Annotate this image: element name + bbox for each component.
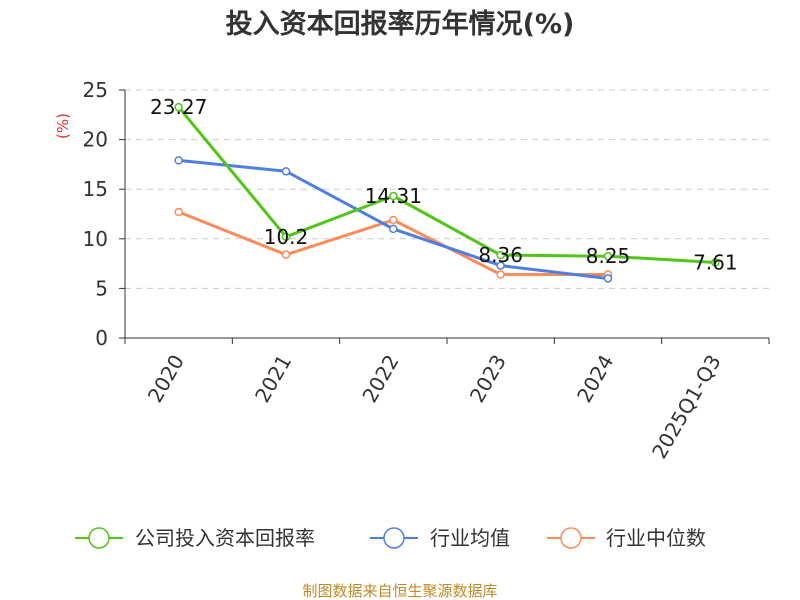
data-point (281, 250, 291, 259)
chart-title: 投入资本回报率历年情况(%) (226, 8, 575, 40)
legend-marker-circle (560, 527, 582, 549)
data-point (496, 261, 505, 270)
data-label: 7.61 (693, 251, 738, 275)
legend-label: 公司投入资本回报率 (135, 526, 315, 550)
y-tick-label: 15 (83, 177, 108, 201)
legend-item: 公司投入资本回报率 (75, 526, 315, 550)
series-line-0 (177, 106, 716, 264)
y-axis-unit-label: (%) (54, 113, 72, 139)
data-label: 23.27 (150, 95, 207, 119)
data-point (389, 224, 398, 234)
series-lines (174, 102, 720, 283)
legend: 公司投入资本回报率 行业均值 行业中位数 (75, 526, 706, 550)
y-tick-label: 20 (83, 128, 108, 152)
data-label: 8.36 (478, 243, 523, 267)
x-tick-label: 2021 (250, 351, 296, 407)
data-label: 10.2 (264, 225, 309, 249)
data-point (174, 102, 183, 112)
data-point (174, 156, 183, 165)
data-label: 8.25 (586, 244, 631, 268)
legend-item: 行业中位数 (547, 526, 706, 550)
y-tick-label: 10 (83, 227, 108, 251)
data-point (389, 191, 398, 201)
legend-label: 行业中位数 (606, 526, 706, 550)
data-point (389, 215, 398, 225)
legend-marker-circle (383, 527, 405, 549)
legend-label: 行业均值 (430, 526, 510, 550)
grid-lines (125, 89, 769, 289)
x-tick-label: 2022 (357, 351, 403, 407)
source-note: 制图数据来自恒生聚源数据库 (302, 582, 497, 600)
x-tick-label: 2020 (143, 351, 189, 407)
data-point (496, 250, 505, 260)
x-tick-label: 2023 (465, 350, 511, 406)
y-tick-label: 25 (83, 78, 108, 102)
data-labels: 23.27 10.2 14.31 8.36 8.25 7.61 (150, 95, 738, 274)
axes: 0 5 10 15 20 25 2020 2021 2022 2023 2024 2025Q1-Q3 (83, 78, 770, 463)
x-tick-label: 2024 (572, 351, 618, 407)
x-tick-label: 2025Q1-Q3 (647, 351, 726, 463)
data-point (174, 207, 183, 217)
data-point (603, 274, 613, 283)
data-label: 14.31 (365, 184, 422, 208)
data-point (281, 232, 291, 242)
data-point (711, 258, 720, 267)
data-point (281, 167, 291, 176)
y-tick-label: 5 (95, 276, 108, 300)
data-point (603, 251, 613, 261)
legend-item: 行业均值 (370, 526, 510, 550)
data-point (496, 270, 505, 279)
y-tick-label: 0 (95, 326, 108, 350)
legend-marker-circle (88, 527, 110, 549)
